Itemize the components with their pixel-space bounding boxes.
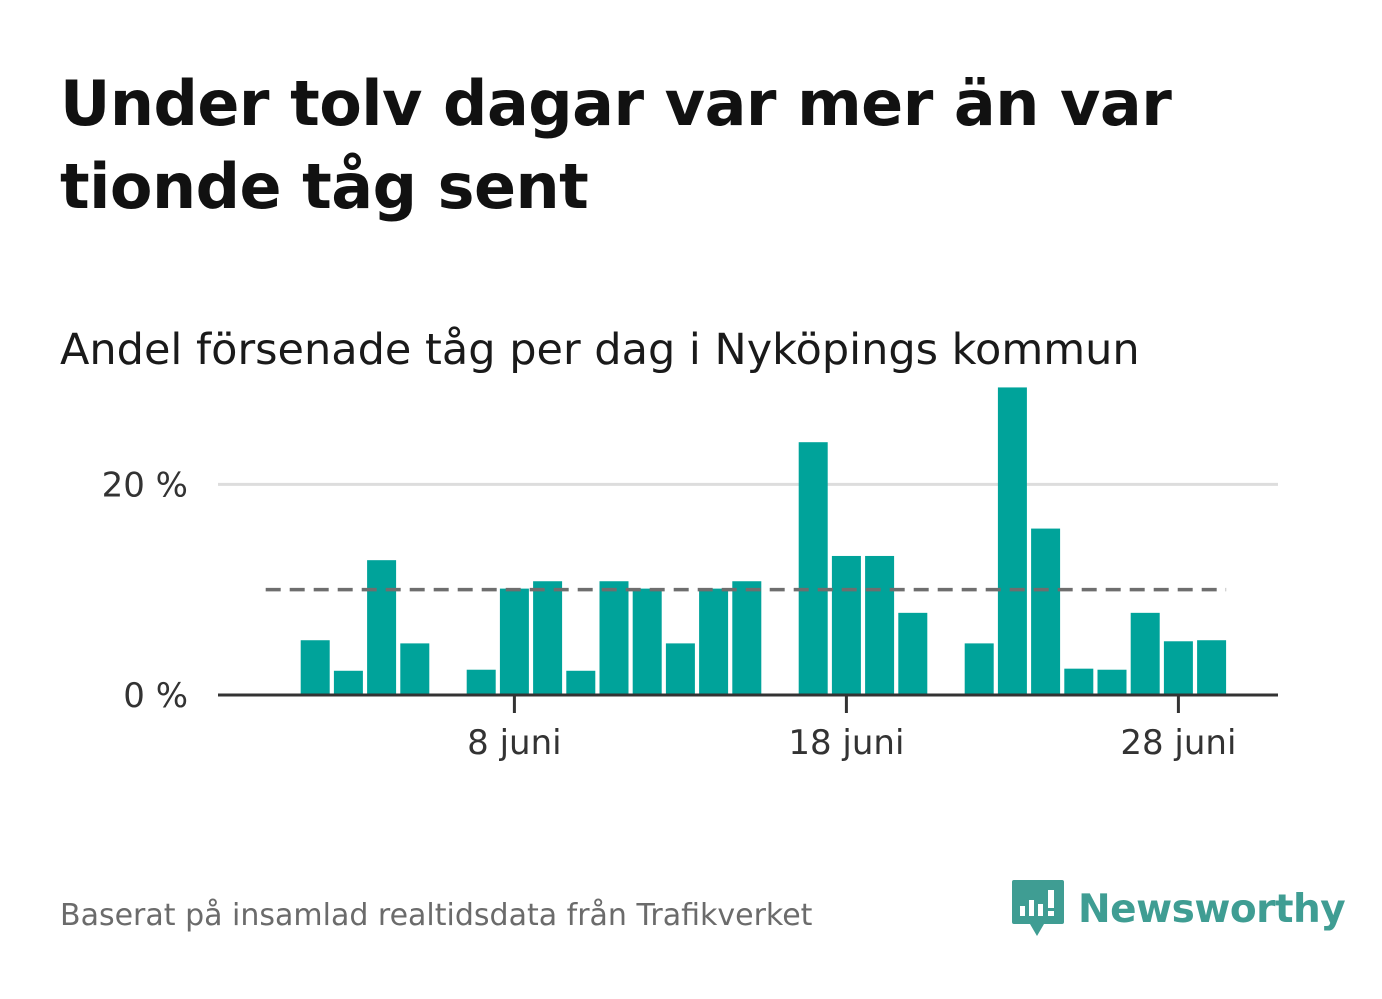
x-tick-label: 28 juni: [1120, 723, 1236, 763]
bar-18-juni: [831, 555, 861, 695]
bars-layer: [300, 387, 1227, 695]
bar-29-juni: [1197, 640, 1227, 695]
chart-title: Under tolv dagar var mer än var tionde t…: [60, 67, 1172, 223]
axis-layer: 0 % 20 % 8 juni 18 juni 28 juni: [102, 465, 1278, 763]
bar-20-juni: [898, 612, 928, 695]
x-tick-label: 8 juni: [467, 723, 561, 763]
bar-8-juni: [499, 588, 529, 695]
bar-9-juni: [533, 581, 563, 695]
x-tick-label: 18 juni: [788, 723, 904, 763]
bar-4-juni: [367, 560, 397, 695]
y-tick-label: 0 %: [123, 676, 188, 716]
bar-17-juni: [798, 442, 828, 695]
chart-subtitle: Andel försenade tåg per dag i Nyköpings …: [60, 325, 1140, 375]
source-note: Baserat på insamlad realtidsdata från Tr…: [60, 898, 813, 933]
bar-10-juni: [566, 670, 596, 695]
y-tick-label: 20 %: [102, 465, 188, 505]
bar-22-juni: [964, 643, 994, 695]
bar-19-juni: [865, 555, 895, 695]
bar-2-juni: [300, 640, 330, 695]
bar-12-juni: [632, 588, 662, 695]
bar-27-juni: [1130, 612, 1160, 695]
bar-7-juni: [466, 669, 496, 695]
bar-11-juni: [599, 581, 629, 695]
brand-logo: Newsworthy: [1010, 878, 1346, 940]
bar-14-juni: [699, 588, 729, 695]
brand-name: Newsworthy: [1078, 886, 1346, 932]
bar-25-juni: [1064, 668, 1094, 695]
bar-15-juni: [732, 581, 762, 695]
bar-23-juni: [997, 387, 1027, 695]
bar-26-juni: [1097, 669, 1127, 695]
bar-13-juni: [665, 643, 695, 695]
bar-24-juni: [1031, 528, 1061, 695]
newsworthy-logo-icon: [1012, 880, 1064, 936]
bar-5-juni: [400, 643, 430, 695]
bar-28-juni: [1163, 641, 1193, 695]
bar-3-juni: [333, 670, 363, 695]
